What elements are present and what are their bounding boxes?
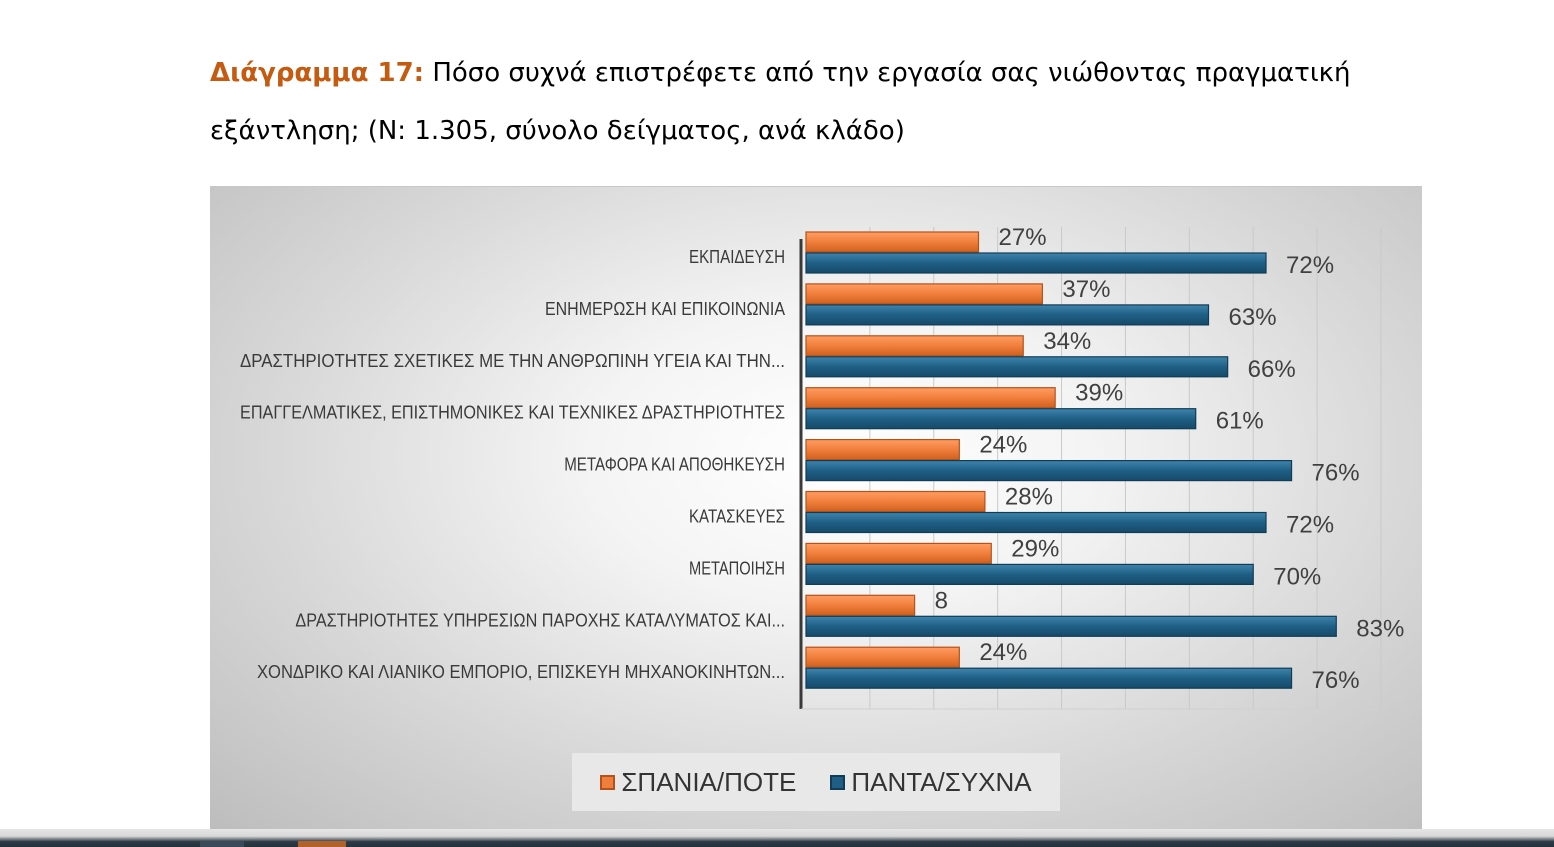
legend-label-always: ΠΑΝΤΑ/ΣΥΧΝΑ [851,766,1032,797]
legend-item-always: ΠΑΝΤΑ/ΣΥΧΝΑ [830,766,1032,798]
caption-label: Διάγραμμα 17: [210,58,425,88]
category-label: ΜΕΤΑΦΟΡΑ ΚΑΙ ΑΠΟΘΗΚΕΥΣΗ [564,455,785,475]
data-label-always: 72% [1286,252,1334,279]
chart-legend: ΣΠΑΝΙΑ/ΠΟΤΕ ΠΑΝΤΑ/ΣΥΧΝΑ [572,753,1060,811]
bar-always [805,356,1229,378]
category-label: ΕΠΑΓΓΕΛΜΑΤΙΚΕΣ, ΕΠΙΣΤΗΜΟΝΙΚΕΣ ΚΑΙ ΤΕΧΝΙΚ… [240,403,785,423]
data-label-always: 76% [1312,667,1360,694]
category-label: ΕΝΗΜΕΡΩΣΗ ΚΑΙ ΕΠΙΚΟΙΝΩΝΙΑ [545,299,785,319]
bar-always [805,460,1293,482]
chart-frame: ΕΚΠΑΙΔΕΥΣΗ 27% 72% ΕΝΗΜΕΡΩΣΗ ΚΑΙ ΕΠΙΚΟΙΝΩΝΙ… [210,186,1422,829]
bar-rarely [805,646,960,668]
data-label-always: 72% [1286,512,1334,539]
data-label-rarely: 8 [935,587,948,614]
data-label-always: 63% [1229,304,1277,331]
taskbar-segment-active [298,841,346,847]
category-label: ΚΑΤΑΣΚΕΥΕΣ [689,507,785,527]
bar-always [805,667,1293,689]
bar-always [805,563,1254,585]
chart-caption: Διάγραμμα 17: Πόσο συχνά επιστρέφετε από… [210,44,1410,160]
bar-always [805,408,1197,430]
data-label-rarely: 28% [1005,484,1053,511]
category-label: ΔΡΑΣΤΗΡΙΟΤΗΤΕΣ ΥΠΗΡΕΣΙΩΝ ΠΑΡΟΧΗΣ ΚΑΤΑΛΥΜ… [295,610,785,630]
data-label-always: 83% [1356,615,1404,642]
legend-swatch-rarely [600,774,616,790]
bar-always [805,511,1267,534]
taskbar-segment [200,841,244,847]
bar-rarely [805,231,980,253]
data-label-rarely: 34% [1043,328,1091,355]
data-label-rarely: 37% [1062,276,1110,303]
bar-always [805,304,1210,326]
data-label-rarely: 29% [1011,535,1059,562]
data-label-always: 76% [1312,460,1360,487]
data-label-rarely: 39% [1075,380,1123,407]
bar-rarely [805,335,1024,357]
data-label-rarely: 24% [979,639,1027,666]
legend-item-rarely: ΣΠΑΝΙΑ/ΠΟΤΕ [600,767,796,798]
caption-line-2: εξάντληση; (Ν: 1.305, σύνολο δείγματος, … [210,116,905,146]
bar-rarely [805,542,992,564]
caption-line-1: Πόσο συχνά επιστρέφετε από την εργασία σ… [424,58,1351,88]
data-label-always: 70% [1273,563,1321,590]
category-label: ΜΕΤΑΠΟΙΗΣΗ [689,558,785,578]
bar-rarely [805,594,916,616]
window-bottom-bar [0,829,1554,847]
bar-always [805,615,1337,637]
category-label: ΧΟΝΔΡΙΚΟ ΚΑΙ ΛΙΑΝΙΚΟ ΕΜΠΟΡΙΟ, ΕΠΙΣΚΕΥΗ Μ… [257,662,785,682]
bar-rarely [805,283,1043,305]
bar-rarely [805,439,960,461]
category-label: ΕΚΠΑΙΔΕΥΣΗ [689,247,785,267]
bar-always [805,252,1267,274]
data-label-always: 61% [1216,408,1264,435]
bar-rarely [805,490,986,513]
data-label-rarely: 27% [999,224,1047,251]
legend-swatch-always [830,774,846,790]
data-label-always: 66% [1248,356,1296,383]
category-label: ΔΡΑΣΤΗΡΙΟΤΗΤΕΣ ΣΧΕΤΙΚΕΣ ΜΕ ΤΗΝ ΑΝΘΡΩΠΙΝΗ… [240,351,785,371]
bar-rarely [805,387,1056,409]
bar-chart: ΕΚΠΑΙΔΕΥΣΗ 27% 72% ΕΝΗΜΕΡΩΣΗ ΚΑΙ ΕΠΙΚΟΙΝΩΝΙ… [240,224,1404,710]
legend-label-rarely: ΣΠΑΝΙΑ/ΠΟΤΕ [621,766,797,797]
data-label-rarely: 24% [979,432,1027,459]
